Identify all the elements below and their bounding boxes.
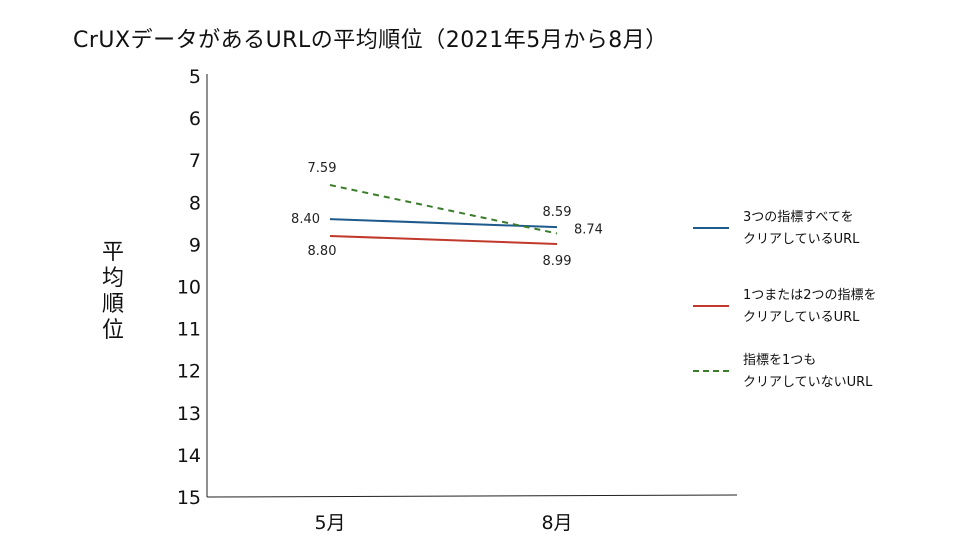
y-axis-label-char: 順 <box>101 292 124 317</box>
legend-item: 1つまたは2つの指標を クリアしているURL <box>693 285 953 329</box>
data-label: 8.74 <box>574 222 603 237</box>
y-tick-label: 11 <box>177 319 201 341</box>
legend-item: 3つの指標すべてを クリアしているURL <box>693 207 953 251</box>
y-tick-label: 8 <box>189 192 201 214</box>
data-label: 8.99 <box>543 254 572 269</box>
series-line <box>329 234 558 245</box>
data-label: 7.59 <box>308 161 337 176</box>
y-tick-label: 9 <box>189 234 201 256</box>
y-tick-label: 7 <box>189 150 201 172</box>
chart-axes: 5 6 7 8 9 10 11 12 13 14 15 5月 8月 <box>177 66 738 534</box>
data-label: 8.80 <box>308 244 337 259</box>
chart-data-labels: 8.40 8.59 8.80 8.99 7.59 8.74 <box>291 161 603 269</box>
legend-swatch <box>693 305 729 307</box>
y-axis-label-char: 平 <box>101 240 124 265</box>
x-tick-label: 5月 <box>314 512 345 534</box>
data-label: 8.59 <box>543 205 572 220</box>
y-axis-label-char: 均 <box>101 266 124 291</box>
y-tick-label: 13 <box>177 403 201 425</box>
y-axis-label: 平均順位 <box>96 240 130 344</box>
x-tick-label: 8月 <box>541 512 572 534</box>
legend-label: 3つの指標すべてを クリアしているURL <box>743 210 860 247</box>
series-line <box>329 184 558 235</box>
chart-title: CrUXデータがあるURLの平均順位（2021年5月から8月） <box>73 28 668 53</box>
y-tick-label: 15 <box>177 487 201 509</box>
y-axis-label-char: 位 <box>101 318 124 343</box>
series-line <box>329 218 558 229</box>
x-axis-line <box>206 494 738 498</box>
chart-series <box>329 184 558 245</box>
legend-item: 指標を1つも クリアしていないURL <box>693 350 953 394</box>
data-label: 8.40 <box>291 212 320 227</box>
y-tick-label: 12 <box>177 361 201 383</box>
y-tick-label: 14 <box>177 445 201 467</box>
y-tick-label: 6 <box>189 108 201 130</box>
legend-label: 指標を1つも クリアしていないURL <box>743 353 873 390</box>
legend-swatch <box>693 370 729 372</box>
legend-swatch <box>693 227 729 229</box>
y-tick-label: 10 <box>177 277 201 299</box>
y-tick-label: 5 <box>189 66 201 88</box>
legend-label: 1つまたは2つの指標を クリアしているURL <box>743 288 877 325</box>
